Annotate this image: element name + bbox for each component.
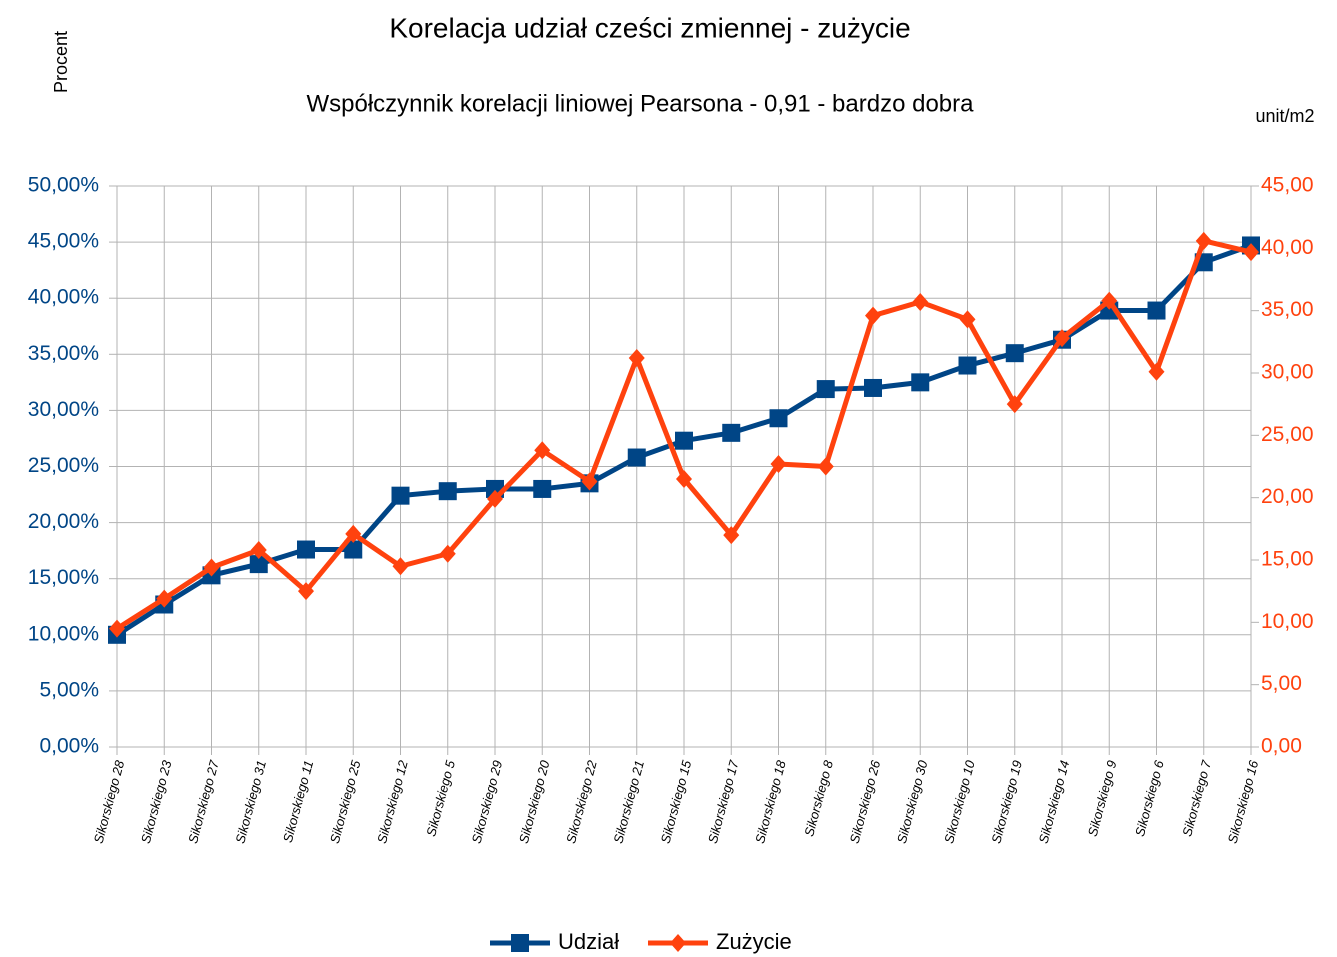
data-point (203, 558, 220, 577)
data-point (959, 310, 976, 329)
x-tick-label: Sikorskiego 31 (232, 759, 269, 845)
x-tick-label: Sikorskiego 19 (988, 759, 1025, 845)
y-tick-label: 10,00% (28, 622, 99, 645)
x-tick-label: Sikorskiego 18 (752, 758, 789, 845)
data-point (864, 378, 882, 397)
y2-tick-label: 30,00 (1261, 361, 1314, 384)
x-tick-label: Sikorskiego 16 (1225, 758, 1262, 845)
x-tick-label: Sikorskiego 5 (423, 758, 458, 838)
x-tick-label: Sikorskiego 21 (610, 759, 647, 845)
data-point (1147, 301, 1166, 320)
y2-tick-label: 45,00 (1261, 174, 1314, 197)
y-tick-label: 20,00% (28, 510, 99, 533)
data-point (628, 349, 645, 368)
x-tick-label: Sikorskiego 9 (1085, 759, 1120, 838)
data-point (769, 409, 788, 428)
y2-axis-title: unit/m2 (1255, 106, 1314, 126)
legend-label: Zużycie (716, 929, 792, 954)
x-tick-label: Sikorskiego 7 (1179, 758, 1214, 838)
x-tick-label: Sikorskiego 27 (185, 758, 222, 845)
data-point (675, 431, 693, 450)
data-point (723, 526, 740, 545)
data-point (250, 541, 267, 560)
data-point (817, 457, 834, 476)
x-tick-label: Sikorskiego 28 (91, 758, 128, 845)
data-point (344, 540, 363, 559)
x-tick-label: Sikorskiego 22 (563, 758, 600, 845)
x-tick-label: Sikorskiego 14 (1036, 759, 1073, 845)
x-tick-label: Sikorskiego 11 (280, 759, 316, 844)
data-point (958, 356, 977, 375)
y2-tick-label: 0,00 (1261, 735, 1302, 758)
data-point (156, 589, 173, 608)
legend-label: Udział (558, 929, 619, 954)
legend-marker (670, 934, 686, 952)
data-point (487, 489, 503, 508)
chart-title: Korelacja udział cześci zmiennej - zużyc… (389, 12, 910, 43)
data-point (1195, 231, 1212, 250)
y-tick-label: 30,00% (28, 398, 99, 421)
y-tick-label: 35,00% (28, 342, 99, 365)
data-point (770, 455, 787, 474)
x-tick-label: Sikorskiego 20 (516, 758, 553, 845)
y2-tick-label: 5,00 (1261, 672, 1302, 695)
data-point (392, 557, 409, 576)
x-tick-label: Sikorskiego 12 (374, 758, 411, 845)
data-point (533, 479, 552, 498)
x-tick-label: Sikorskiego 30 (894, 758, 931, 845)
x-tick-label: Sikorskiego 6 (1132, 758, 1167, 838)
data-point (298, 582, 314, 601)
y-tick-label: 40,00% (28, 286, 99, 309)
x-tick-label: Sikorskiego 15 (658, 758, 695, 845)
data-point (1101, 291, 1118, 310)
data-point (297, 540, 315, 559)
y2-tick-label: 35,00 (1261, 298, 1314, 321)
y2-tick-label: 25,00 (1261, 423, 1314, 446)
legend-marker (511, 934, 529, 952)
data-point (912, 292, 929, 311)
chart-subtitle: Współczynnik korelacji liniowej Pearsona… (307, 90, 975, 117)
x-tick-label: Sikorskiego 10 (941, 758, 978, 845)
data-point (1006, 395, 1023, 414)
data-point (676, 469, 692, 488)
y-tick-label: 15,00% (28, 566, 99, 589)
y2-tick-label: 10,00 (1261, 610, 1314, 633)
data-point (439, 544, 456, 563)
y-tick-label: 45,00% (28, 230, 99, 253)
y-tick-label: 50,00% (28, 174, 99, 197)
x-tick-label: Sikorskiego 26 (847, 758, 884, 845)
y2-tick-label: 40,00 (1261, 236, 1314, 259)
data-point (1005, 344, 1024, 363)
y-axis-title: Procent (51, 31, 71, 93)
y-tick-label: 5,00% (39, 678, 99, 701)
data-point (722, 423, 741, 442)
x-tick-label: Sikorskiego 8 (801, 758, 836, 838)
data-point (581, 472, 598, 491)
y2-tick-label: 15,00 (1261, 548, 1314, 571)
data-point (1054, 329, 1070, 348)
x-tick-label: Sikorskiego 23 (138, 758, 175, 845)
data-point (1148, 362, 1165, 381)
data-point (911, 373, 930, 392)
x-tick-label: Sikorskiego 25 (327, 758, 364, 845)
data-point (249, 555, 268, 574)
data-point (627, 448, 646, 467)
x-tick-label: Sikorskiego 17 (705, 758, 742, 845)
data-point (534, 441, 551, 460)
data-point (109, 619, 125, 638)
data-point (391, 486, 410, 505)
y-tick-label: 0,00% (39, 735, 99, 758)
data-point (865, 306, 881, 325)
data-point (438, 482, 457, 501)
y-tick-label: 25,00% (28, 454, 99, 477)
data-point (345, 524, 362, 543)
data-point (1243, 243, 1259, 262)
data-point (816, 380, 835, 399)
y2-tick-label: 20,00 (1261, 485, 1314, 508)
x-tick-label: Sikorskiego 29 (469, 759, 506, 845)
